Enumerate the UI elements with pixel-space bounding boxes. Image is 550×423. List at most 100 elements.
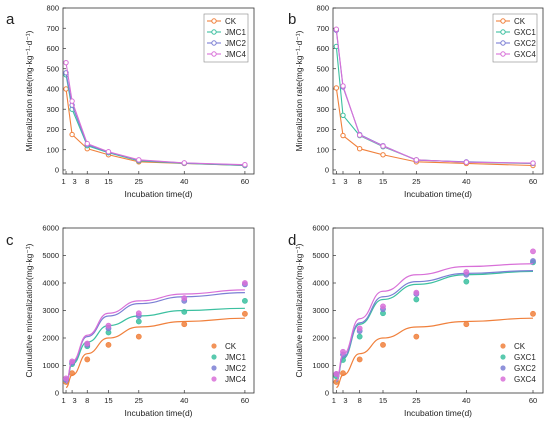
y-tick-label: 200 [46, 125, 59, 134]
data-point [181, 295, 188, 302]
legend-entry-ck: CK [225, 17, 237, 26]
data-point [105, 341, 112, 348]
data-point [356, 333, 363, 340]
data-point [84, 356, 91, 363]
y-tick-label: 1000 [312, 361, 329, 370]
series-gxc4 [333, 248, 536, 382]
x-tick-label: 8 [85, 396, 89, 405]
y-tick-label: 0 [55, 389, 59, 398]
x-tick-label: 15 [104, 177, 112, 186]
data-point [380, 152, 386, 158]
data-point [356, 325, 363, 332]
legend-entry-gxc1: GXC1 [514, 353, 536, 362]
data-point [181, 308, 188, 315]
x-tick-label: 1 [332, 177, 336, 186]
data-point [413, 157, 420, 163]
data-point [242, 297, 248, 304]
legend-swatch-marker [211, 40, 217, 46]
x-tick-label: 40 [462, 177, 470, 186]
y-tick-label: 6000 [42, 224, 59, 233]
legend-swatch-marker [211, 18, 217, 24]
legend-swatch-marker [211, 29, 217, 35]
x-tick-label: 3 [343, 177, 347, 186]
legend: CK GXC1 GXC2 GXC4 [492, 13, 538, 63]
series-gxc4 [333, 26, 536, 166]
legend-entry-ck: CK [225, 342, 237, 351]
panel-letter: b [288, 11, 296, 28]
y-tick-label: 800 [46, 4, 59, 13]
x-tick-label: 40 [462, 396, 470, 405]
data-point [135, 333, 142, 340]
data-point [242, 161, 248, 168]
y-axis-label: Cumulative mineralization(mg·kg⁻¹) [24, 243, 34, 377]
data-point [340, 132, 346, 139]
data-point [413, 296, 420, 303]
x-tick-label: 8 [85, 177, 89, 186]
data-point [333, 85, 340, 91]
data-point [530, 160, 536, 166]
x-axis-label: Incubation time(d) [124, 189, 192, 199]
data-point [463, 278, 470, 285]
data-point [69, 98, 75, 104]
y-tick-label: 300 [316, 105, 329, 114]
y-tick-label: 4000 [312, 279, 329, 288]
legend-entry-jmc1: JMC1 [225, 353, 246, 362]
y-tick-label: 4000 [42, 279, 59, 288]
legend: CK JMC1 JMC2 JMC4 [204, 339, 248, 387]
x-tick-label: 1 [61, 177, 65, 186]
y-tick-label: 0 [325, 166, 329, 175]
data-point [333, 26, 340, 32]
chart-panel-c: c 0 1000 2000 3000 4000 5000 6000 1 3 8 15 25 40 60 Inc… [6, 224, 255, 418]
y-tick-label: 700 [46, 24, 59, 33]
x-tick-label: 25 [135, 396, 143, 405]
y-tick-label: 0 [325, 389, 329, 398]
y-tick-label: 500 [46, 64, 59, 73]
legend-entry-gxc1: GXC1 [514, 28, 536, 37]
legend-swatch-marker [211, 343, 217, 349]
data-point [340, 348, 346, 355]
legend-swatch-marker [500, 18, 506, 24]
legend-swatch-marker [211, 365, 217, 371]
panel-letter: c [6, 232, 14, 249]
data-point [380, 143, 386, 149]
x-tick-label: 1 [332, 396, 336, 405]
x-tick-label: 60 [241, 177, 249, 186]
y-tick-label: 100 [316, 145, 329, 154]
x-tick-label: 25 [135, 177, 143, 186]
data-point [380, 341, 386, 348]
x-tick-label: 25 [412, 177, 420, 186]
data-point [136, 157, 142, 163]
plot-frame [62, 7, 255, 175]
data-point [181, 160, 187, 166]
y-tick-label: 600 [316, 44, 329, 53]
x-tick-label: 8 [358, 177, 362, 186]
legend-swatch-marker [500, 354, 506, 360]
chart-panel-d: d 0 1000 2000 3000 4000 5000 6000 1 3 8 15 25 40 60 Inc… [288, 224, 544, 418]
data-point [340, 370, 346, 377]
legend-swatch-marker [211, 354, 217, 360]
legend: CK GXC1 GXC2 GXC4 [493, 339, 537, 387]
data-point [340, 83, 346, 89]
x-tick-label: 25 [412, 396, 420, 405]
x-tick-label: 40 [180, 396, 188, 405]
legend-entry-jmc2: JMC2 [225, 364, 246, 373]
panel-letter: d [288, 232, 296, 249]
y-tick-label: 700 [316, 24, 329, 33]
y-axis-label: Cumulative mineralization(mg·kg⁻¹) [294, 243, 304, 377]
legend-swatch-marker [211, 376, 217, 382]
chart-panel-a: a 0 100 200 300 400 500 600 700 800 1 3 8 15 25 40 60 Inc… [6, 4, 255, 199]
data-point [333, 370, 340, 377]
legend-swatch-marker [211, 51, 217, 57]
x-axis-label: Incubation time(d) [124, 408, 192, 418]
y-tick-label: 2000 [312, 334, 329, 343]
panel-letter: a [6, 11, 15, 28]
data-point [181, 321, 188, 328]
x-axis-label: Incubation time(d) [404, 408, 472, 418]
data-point [84, 140, 90, 147]
x-tick-label: 3 [343, 396, 347, 405]
plot-frame [332, 7, 544, 175]
data-point [69, 131, 75, 138]
data-point [135, 310, 142, 317]
legend-box [204, 339, 248, 387]
data-point [530, 310, 536, 317]
